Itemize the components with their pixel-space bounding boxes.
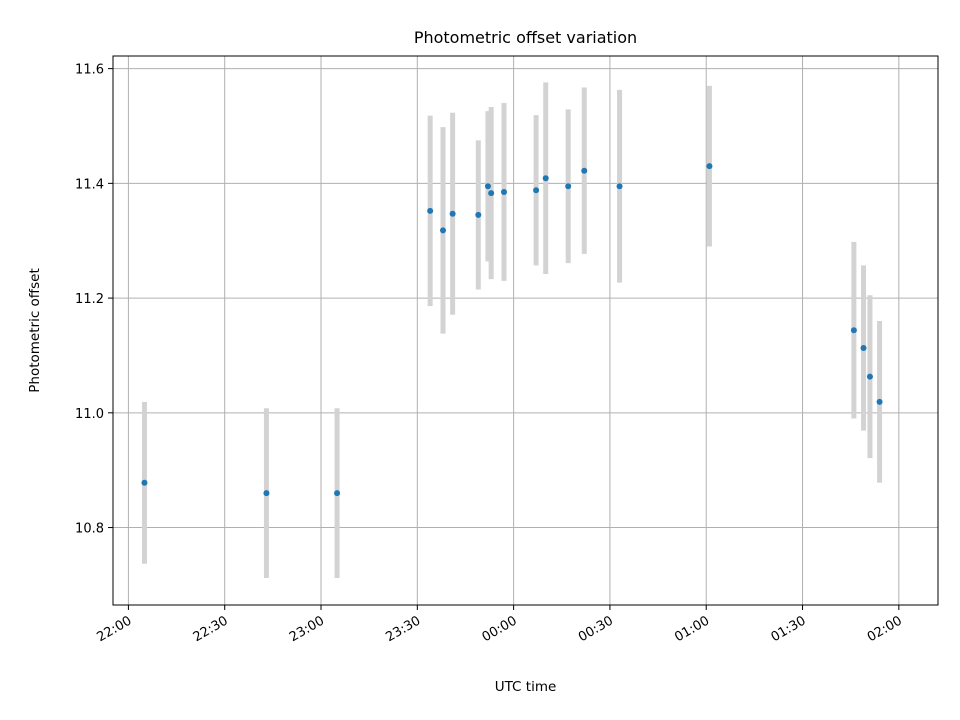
data-point [484,183,491,190]
y-tick-label: 11.6 [75,63,104,78]
data-point [488,190,495,197]
y-tick-label: 11.0 [75,407,104,422]
data-point [334,490,341,497]
y-axis-label: Photometric offset [27,268,43,392]
grid [113,56,938,605]
y-tick-label: 11.4 [75,177,104,192]
data-point [449,210,456,217]
data-points [141,163,883,497]
data-point [866,373,873,380]
data-point [440,227,446,234]
data-point [475,211,482,218]
data-point [850,327,857,334]
data-point [860,344,867,351]
y-tick-label: 10.8 [75,522,104,537]
data-point [542,175,549,182]
y-tick-label: 11.2 [75,292,104,307]
data-point [533,187,540,194]
x-axis-label: UTC time [495,679,557,695]
data-point [500,188,507,195]
data-point [565,183,572,190]
data-point [581,167,588,174]
chart-title: Photometric offset variation [414,28,637,47]
data-point [427,207,434,214]
data-point [876,398,883,405]
data-point [263,490,270,497]
plot-frame [112,55,939,606]
data-point [141,479,148,486]
data-point [706,163,713,170]
data-point [616,183,623,190]
